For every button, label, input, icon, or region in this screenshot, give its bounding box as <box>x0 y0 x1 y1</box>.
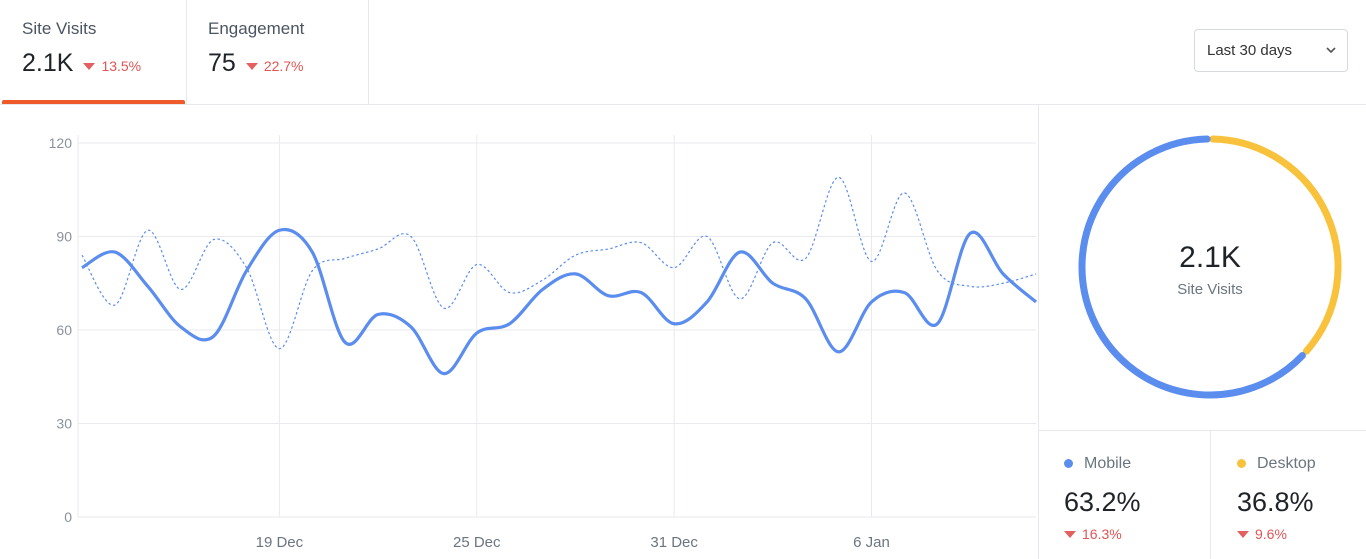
change-value: 9.6% <box>1255 526 1287 542</box>
y-tick-label: 120 <box>49 135 73 151</box>
legend-value: 63.2% <box>1064 487 1141 517</box>
tab-value: 2.1K <box>22 49 74 77</box>
chevron <box>1326 47 1336 54</box>
legend-change: 16.3% <box>1064 526 1122 544</box>
y-tick-label: 0 <box>64 509 72 525</box>
legend-change: 9.6% <box>1237 526 1287 544</box>
tab-value: 75 <box>208 49 236 77</box>
tab-label: Site Visits <box>22 19 97 38</box>
previous-period-line <box>81 176 1037 350</box>
tab-change: 13.5% <box>101 58 142 74</box>
select-label: Last 30 days <box>1207 42 1293 59</box>
donut-segment <box>1078 135 1306 399</box>
x-tick-label: 19 Dec <box>256 534 304 551</box>
donut-center-label: Site Visits <box>1177 281 1243 298</box>
legend-label: Desktop <box>1257 455 1316 472</box>
change-value: 16.3% <box>1082 526 1122 542</box>
x-tick-label: 31 Dec <box>650 534 698 551</box>
y-tick-label: 30 <box>56 416 72 432</box>
x-tick-label: 25 Dec <box>453 534 501 551</box>
donut-chart: 2.1K Site Visits <box>1078 135 1342 399</box>
down-arrow <box>1064 531 1076 538</box>
donut-segment <box>1209 135 1342 355</box>
top-bar <box>0 0 1366 105</box>
y-tick-label: 60 <box>56 322 72 338</box>
legend-value: 36.8% <box>1237 487 1314 517</box>
donut-center-value: 2.1K <box>1179 241 1241 274</box>
active-indicator <box>2 100 185 104</box>
down-arrow <box>245 63 258 70</box>
tab[interactable]: Site Visits 2.1K 13.5% <box>0 0 187 104</box>
divider <box>1038 104 1039 559</box>
current-period-line <box>81 227 1038 376</box>
tab-stat: 75 22.7% <box>208 49 304 78</box>
legend-label: Mobile <box>1084 455 1132 472</box>
tab[interactable]: Engagement 75 22.7% <box>187 0 369 104</box>
tab-stat: 2.1K 13.5% <box>22 49 141 78</box>
range-select[interactable]: Last 30 days <box>1194 29 1348 72</box>
x-tick-label: 6 Jan <box>853 534 890 551</box>
down-arrow <box>83 63 96 70</box>
divider <box>1210 431 1211 559</box>
line-chart: 0 30 60 90 120 19 Dec 25 Dec 31 Dec 6 Jan <box>49 135 1038 551</box>
divider <box>1039 430 1366 431</box>
legend-item: Mobile 63.2% 16.3% <box>1064 452 1204 552</box>
y-tick-label: 90 <box>56 229 72 245</box>
tab-change: 22.7% <box>263 58 304 74</box>
legend-dot <box>1064 459 1073 468</box>
down-arrow <box>1237 531 1249 538</box>
tab-label: Engagement <box>208 19 305 38</box>
legend-dot <box>1237 459 1246 468</box>
legend-item: Desktop 36.8% 9.6% <box>1237 452 1366 552</box>
